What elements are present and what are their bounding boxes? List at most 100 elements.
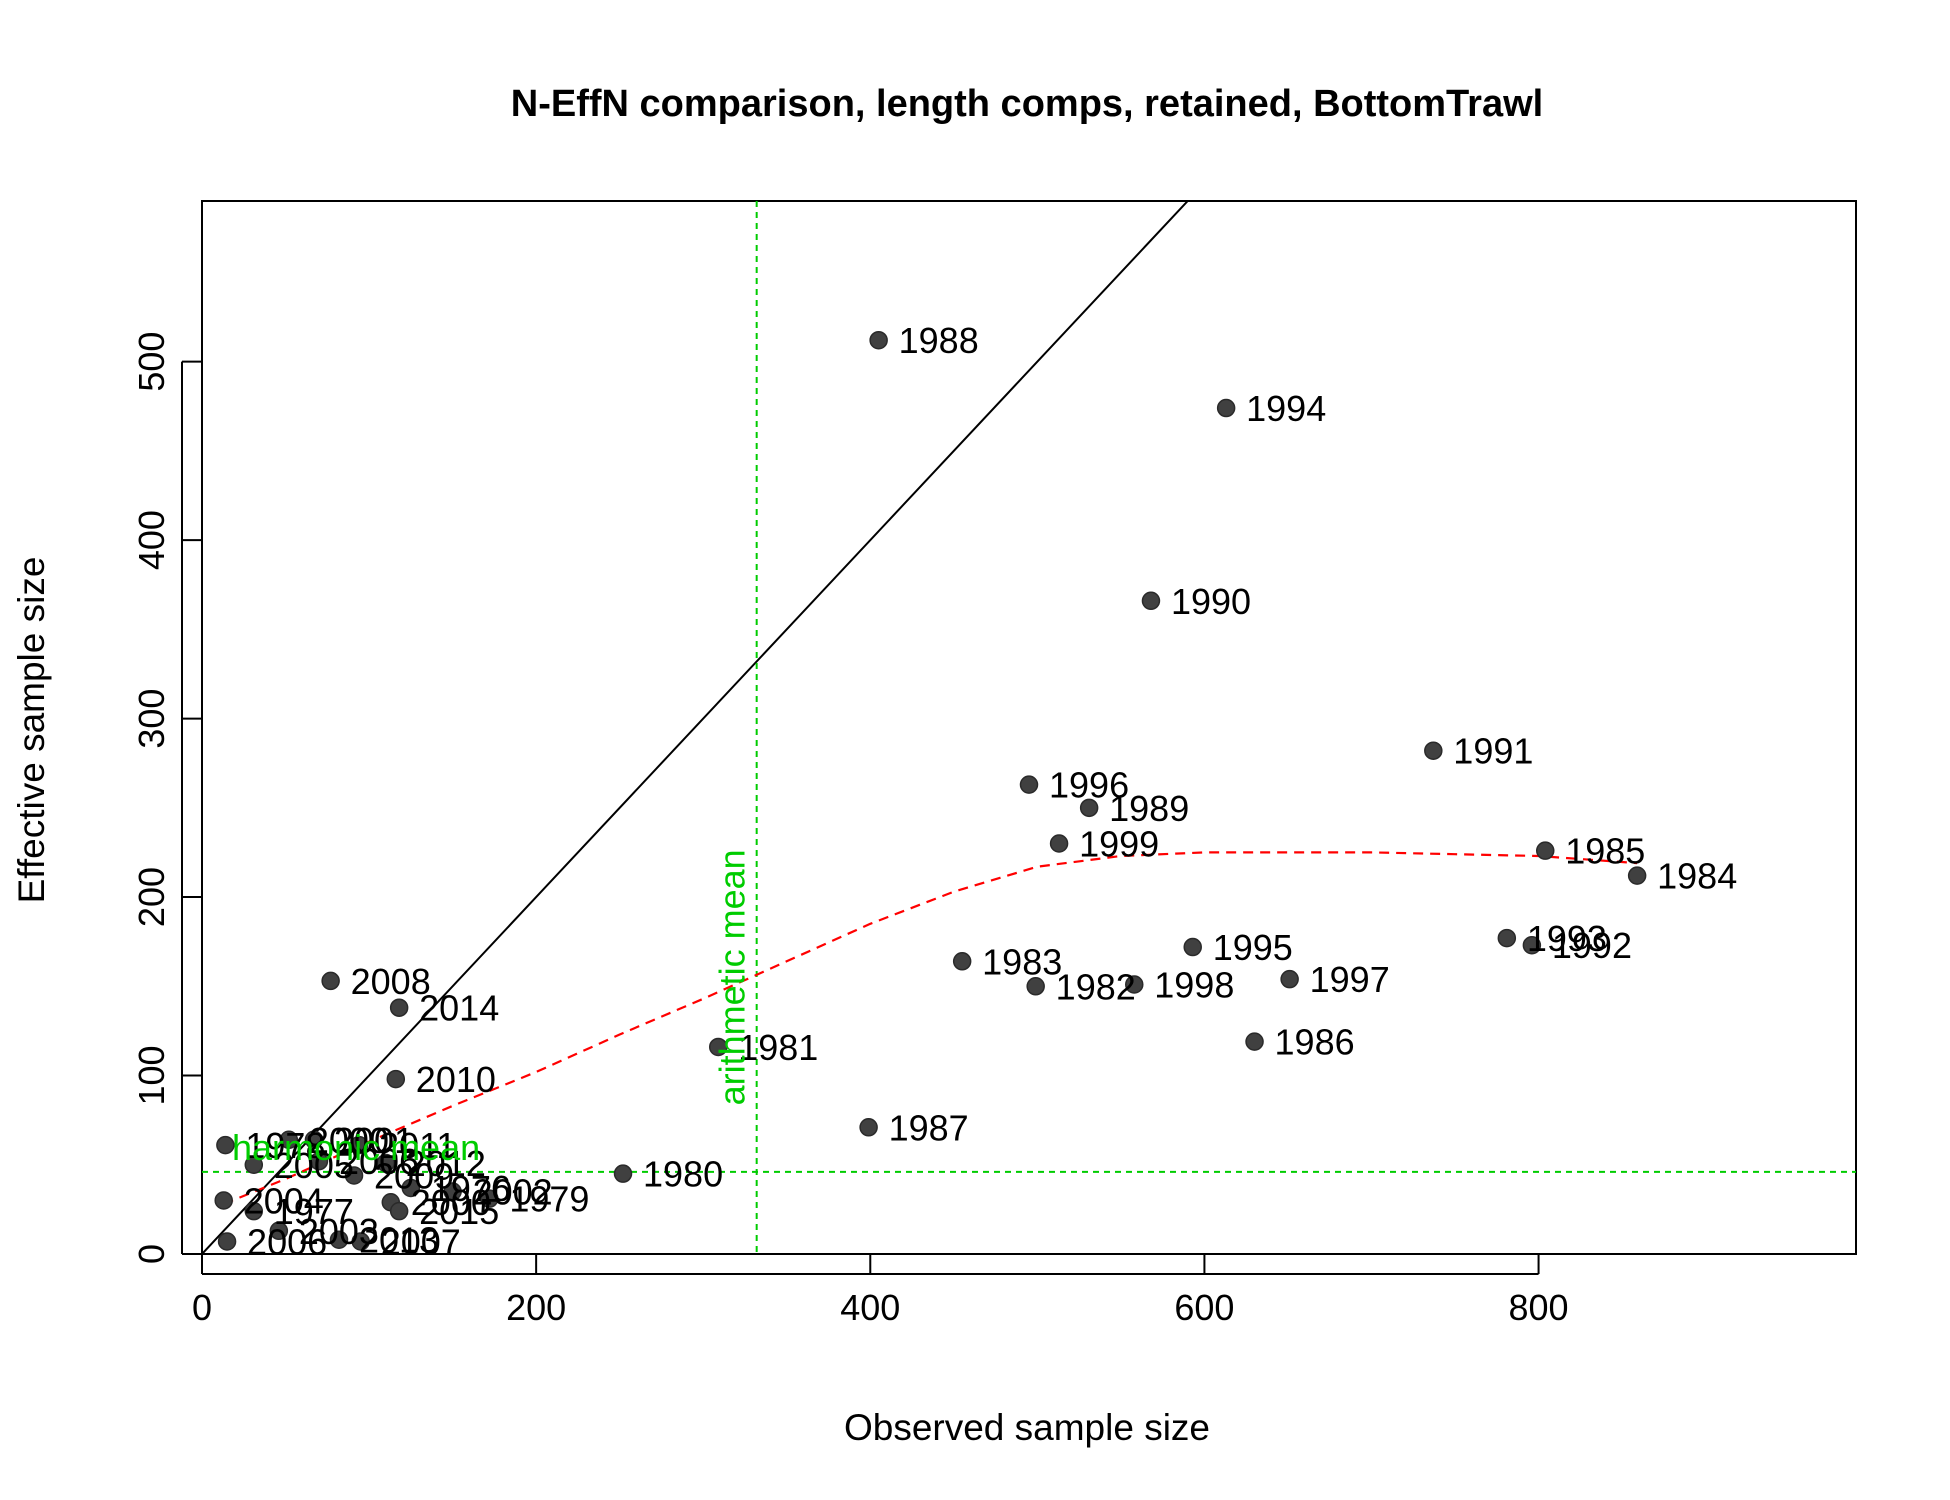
point-label: 1988 [899, 320, 979, 361]
point-label: 1987 [889, 1107, 969, 1148]
point-label: 1983 [982, 941, 1062, 982]
data-point [1522, 935, 1542, 955]
data-point [351, 1232, 370, 1251]
point-label: 2014 [419, 988, 499, 1029]
point-label: 1984 [1657, 856, 1737, 897]
data-point [1079, 798, 1099, 818]
data-point [1535, 841, 1555, 860]
data-point [613, 1164, 633, 1183]
data-point [389, 998, 409, 1017]
point-label: 1985 [1565, 831, 1645, 872]
data-point [859, 1118, 878, 1137]
y-axis-label: Effective sample size [11, 557, 52, 904]
data-point [329, 1230, 349, 1249]
data-point [1125, 975, 1144, 994]
data-point [1245, 1032, 1264, 1051]
y-tick-label: 0 [131, 1244, 172, 1264]
data-point [1280, 969, 1299, 989]
data-point [401, 1178, 421, 1198]
point-label: 2008 [351, 961, 431, 1002]
point-label: 1989 [1109, 788, 1189, 829]
point-label: 1992 [1552, 925, 1632, 966]
y-tick-label: 300 [131, 689, 172, 749]
data-point [244, 1155, 264, 1175]
point-label: 1999 [1079, 824, 1159, 865]
point-label: 2003 [299, 1211, 379, 1252]
point-label: 2013 [359, 1220, 439, 1261]
data-point [386, 1069, 406, 1089]
data-point [708, 1037, 728, 1057]
point-label: 2007 [381, 1222, 461, 1263]
point-label: 2011 [379, 1125, 456, 1166]
loess-curve [223, 851, 1638, 1206]
data-point [443, 1182, 462, 1201]
data-point [344, 1166, 364, 1185]
point-label: 1978 [245, 1125, 325, 1166]
point-label: 1995 [1213, 927, 1293, 968]
data-point [1019, 775, 1039, 794]
data-point [1627, 866, 1647, 885]
point-label: 1993 [1527, 918, 1607, 959]
x-tick-label: 400 [840, 1287, 900, 1328]
data-point [952, 952, 972, 971]
data-point [376, 1153, 396, 1173]
point-label: 2009 [374, 1155, 454, 1196]
chart-title: N-EffN comparison, length comps, retaine… [511, 83, 1543, 125]
x-tick-label: 800 [1509, 1287, 1569, 1328]
point-label: 1996 [1049, 765, 1129, 806]
data-point [1497, 928, 1517, 948]
point-label: 2005 [274, 1145, 354, 1186]
point-label: 1998 [1154, 965, 1234, 1006]
point-label: 1994 [1246, 388, 1326, 429]
data-point [309, 1151, 329, 1171]
point-label: 1981 [738, 1027, 818, 1068]
point-label: 2000 [309, 1120, 389, 1161]
point-label: 1976 [431, 1168, 511, 1209]
point-label: 2002 [473, 1172, 553, 1213]
data-point [389, 1201, 409, 1221]
data-point [279, 1130, 299, 1150]
point-label: 1986 [1275, 1022, 1355, 1063]
point-label: 2015 [419, 1191, 499, 1232]
point-label: 2006 [339, 1141, 419, 1182]
y-tick-label: 200 [131, 867, 172, 927]
data-point [1216, 398, 1236, 418]
data-point [1424, 741, 1443, 760]
data-point [1183, 937, 1202, 957]
point-label: 2004 [244, 1180, 324, 1221]
data-point [480, 1189, 499, 1208]
point-label: 1991 [1453, 731, 1533, 772]
x-tick-label: 600 [1174, 1287, 1234, 1328]
point-label: 1982 [1056, 966, 1136, 1007]
point-label: 2000 [411, 1182, 491, 1223]
point-label: 1990 [1171, 581, 1251, 622]
point-label: 1980 [643, 1154, 723, 1195]
one-to-one-line [202, 201, 1189, 1254]
data-point [304, 1130, 324, 1150]
data-point [1026, 977, 1045, 996]
point-label: 2001 [334, 1120, 414, 1161]
point-label: 1997 [1310, 959, 1390, 1000]
data-point [217, 1232, 237, 1251]
data-point [269, 1221, 289, 1241]
y-tick-label: 400 [131, 510, 172, 570]
data-point [216, 1135, 235, 1155]
data-point [349, 1135, 369, 1155]
y-tick-label: 100 [131, 1045, 172, 1105]
point-label: 2010 [416, 1059, 496, 1100]
data-point [244, 1201, 264, 1221]
point-label: 1977 [274, 1191, 354, 1232]
point-label: 1979 [509, 1179, 589, 1220]
x-axis-label: Observed sample size [844, 1407, 1210, 1448]
data-point [1141, 591, 1161, 611]
data-point [214, 1191, 233, 1210]
plot-frame [201, 200, 1857, 1255]
harmonic-mean-label: harmonic mean [232, 1127, 480, 1168]
plot-area: 0 200 400 600 800 0 100 200 300 400 500 1988 1994 199… [131, 200, 1857, 1328]
point-label: 2006 [247, 1222, 327, 1263]
y-tick-label: 500 [131, 332, 172, 392]
arithmetic-mean-label: arithmetic mean [712, 849, 753, 1105]
